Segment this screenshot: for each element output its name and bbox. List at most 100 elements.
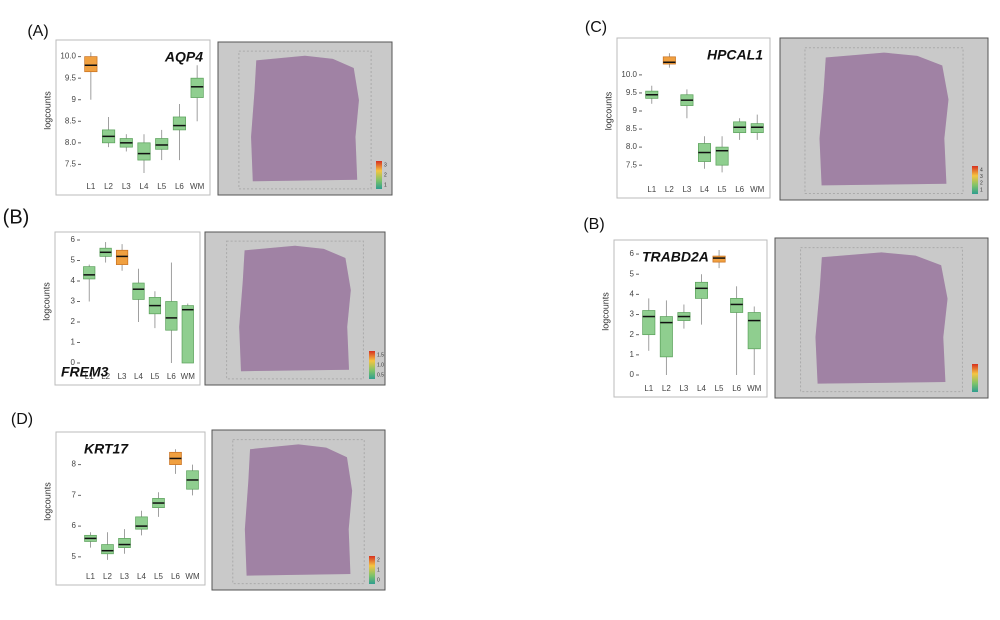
box [181,305,194,364]
y-tick-label: 2 [630,330,635,339]
colorbar-label: 1 [980,187,983,193]
box [165,301,178,331]
x-tick-label: L4 [137,572,146,581]
x-tick-label: L3 [120,572,129,581]
box [715,146,729,166]
box [118,538,131,548]
box [172,116,186,131]
y-tick-label: 9 [633,106,638,115]
y-tick-label: 10.0 [60,52,76,61]
capture-area [232,439,365,585]
tissue-spots [251,55,359,182]
colorbar-label: 1.0 [377,362,384,368]
tissue [819,52,949,186]
colorbar-label: 4 [980,167,983,173]
y-tick-label: 8 [72,460,77,469]
panel-label: (A) [27,23,48,40]
y-tick-label: 7 [72,490,77,499]
y-tick-label: 10.0 [621,70,637,79]
y-tick-label: 0 [630,370,635,379]
colorbar [972,166,978,194]
panel-label: (B) [583,216,604,233]
x-tick-label: L3 [118,372,127,381]
panel-label: (C) [585,19,607,36]
x-tick-label: WM [185,572,200,581]
box [132,282,145,300]
x-tick-label: WM [181,372,196,381]
x-tick-label: L1 [86,572,95,581]
panel-label: (B) [3,206,30,228]
colorbar-label: 3 [384,162,387,168]
x-tick-label: L5 [718,185,727,194]
box [712,255,726,263]
y-tick-label: 6 [71,235,76,244]
x-tick-label: L3 [122,182,131,191]
y-tick-label: 5 [71,256,76,265]
box [83,266,96,280]
tissue [239,245,351,372]
plot-frame [613,239,768,398]
box [642,310,656,336]
capture-area [800,247,963,393]
colorbar-label: 1 [384,182,387,188]
y-axis-label: logcounts [603,91,613,130]
x-tick-label: L6 [171,572,180,581]
plot-frame [55,431,206,586]
y-tick-label: 8.5 [626,124,638,133]
y-tick-label: 8.0 [626,142,638,151]
gene-title: FREM3 [61,364,109,380]
x-tick-label: L5 [150,372,159,381]
colorbar [972,364,978,392]
x-tick-label: L2 [101,372,110,381]
x-tick-label: L6 [167,372,176,381]
y-tick-label: 4 [630,289,635,298]
x-tick-label: L6 [735,185,744,194]
x-tick-label: L6 [732,384,741,393]
x-tick-label: L5 [715,384,724,393]
y-tick-label: 9.5 [626,88,638,97]
box [84,56,98,73]
box [662,56,676,65]
x-tick-label: L5 [157,182,166,191]
tissue [251,55,359,182]
box [135,516,148,530]
y-tick-label: 6 [72,521,77,530]
gene-title: HPCAL1 [707,47,763,63]
x-tick-label: L3 [682,185,691,194]
plot-frame [616,37,771,199]
y-tick-label: 7.5 [626,160,638,169]
panel-label: (D) [11,411,33,428]
x-tick-label: L1 [644,384,653,393]
y-tick-label: 3 [630,310,635,319]
box [747,312,761,350]
x-tick-label: L6 [175,182,184,191]
y-tick-label: 3 [71,297,76,306]
box [190,77,204,98]
tissue-spots [244,444,353,576]
colorbar-label: 3 [980,174,983,180]
x-tick-label: L4 [700,185,709,194]
colorbar-label: 2 [980,181,983,187]
capture-area [238,50,372,190]
y-axis-label: logcounts [42,482,52,521]
colorbar-label: 1 [377,567,380,573]
x-tick-label: WM [750,185,765,194]
y-axis-label: logcounts [600,292,610,331]
box [137,142,151,161]
box [155,138,169,150]
x-tick-label: L2 [665,185,674,194]
box [659,316,673,358]
colorbar [369,556,375,584]
y-tick-label: 1 [630,350,635,359]
tissue [244,444,353,576]
colorbar [369,351,375,379]
box [115,249,129,265]
x-tick-label: L4 [140,182,149,191]
tissue [815,252,948,384]
y-tick-label: 0 [71,358,76,367]
colorbar-label: 2 [377,557,380,563]
y-tick-label: 9 [72,95,77,104]
y-tick-label: 8.0 [65,138,77,147]
y-tick-label: 7.5 [65,159,77,168]
